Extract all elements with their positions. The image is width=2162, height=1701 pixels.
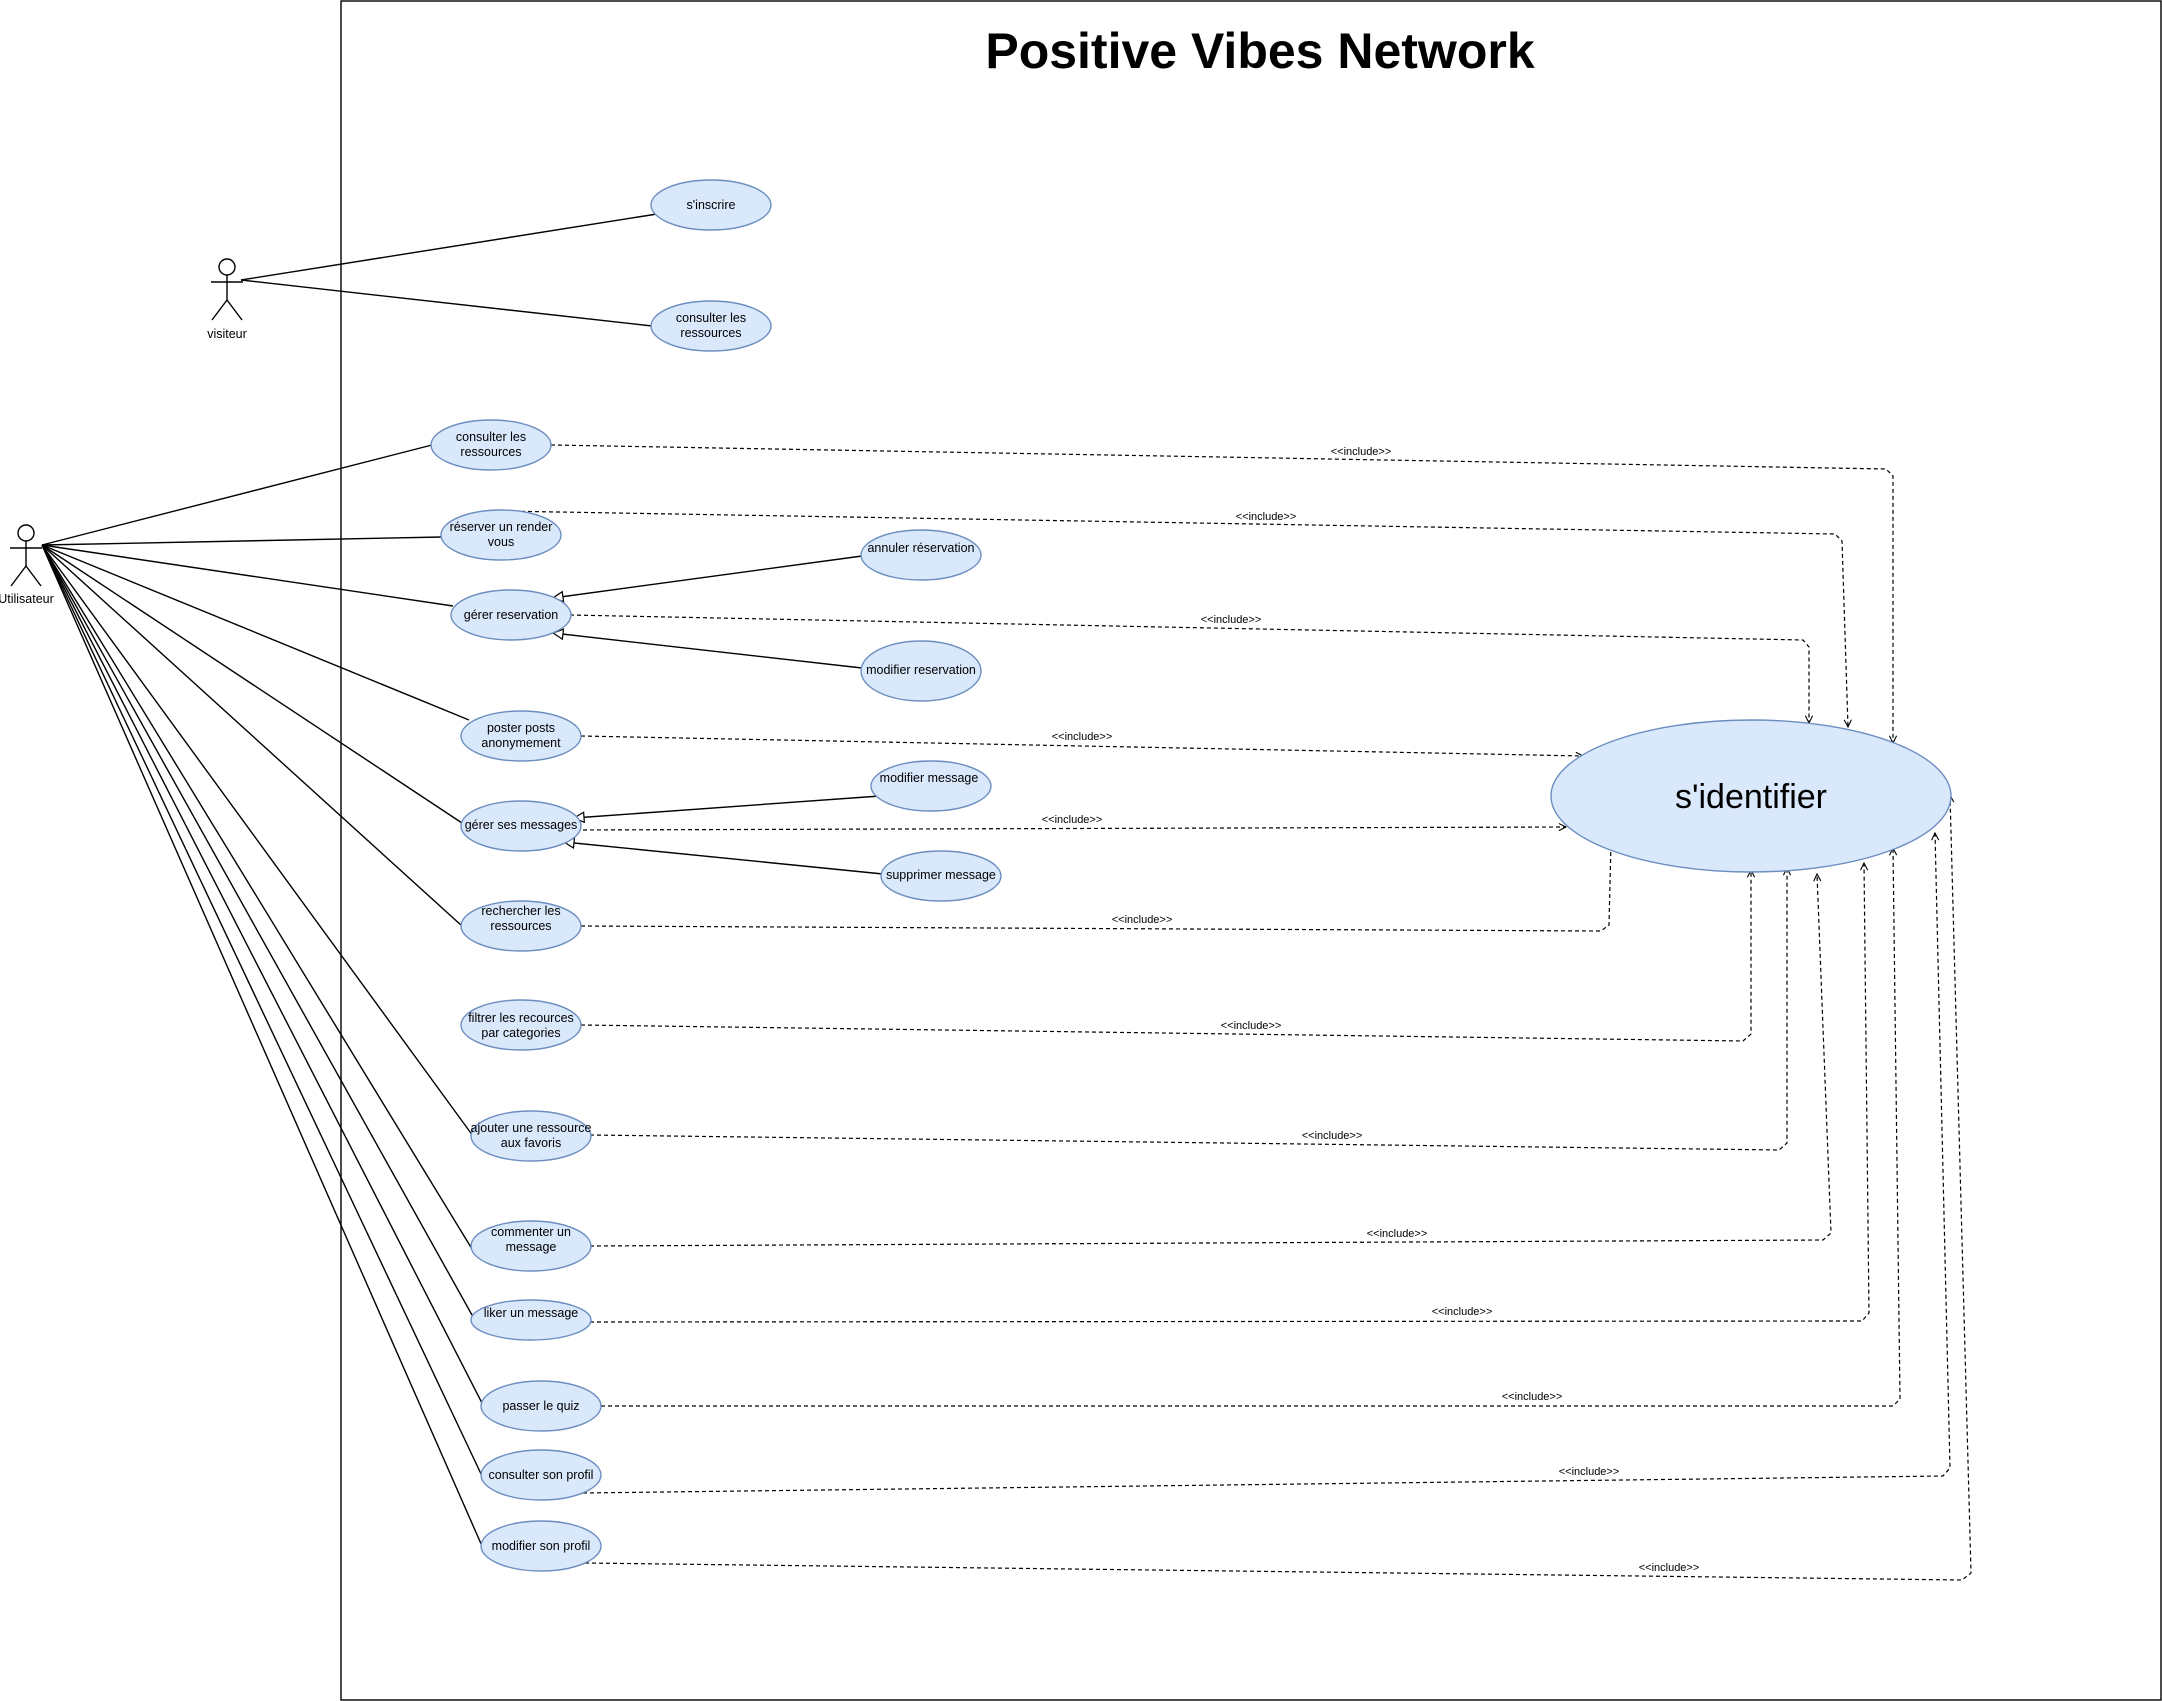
use-case-label: filtrer les recources xyxy=(468,1011,574,1025)
include-label: <<include>> xyxy=(1052,731,1113,743)
actor-label: visiteur xyxy=(207,327,247,341)
include-connectors xyxy=(499,444,1972,1581)
include-label: <<include>> xyxy=(1302,1130,1363,1142)
include-label: <<include>> xyxy=(1559,1466,1620,1478)
include-label: <<include>> xyxy=(1331,446,1392,458)
include-label: <<include>> xyxy=(1201,614,1262,626)
use-case-sinscrire[interactable]: s'inscrire xyxy=(650,179,772,231)
use-case-ajouter-favoris[interactable]: ajouter une ressource aux favoris xyxy=(470,1110,592,1162)
actor-utilisateur[interactable]: Utilisateur xyxy=(0,524,54,606)
use-case-label: anonymement xyxy=(481,736,561,750)
include-label: <<include>> xyxy=(1042,814,1103,826)
include-labels: <<include>> <<include>> <<include>> <<in… xyxy=(1042,446,1700,1574)
use-case-commenter-message[interactable]: commenter un message xyxy=(470,1220,592,1272)
use-case-label: passer le quiz xyxy=(502,1399,579,1413)
svg-text:gérer reservation: gérer reservation xyxy=(464,608,559,622)
include-label: <<include>> xyxy=(1112,914,1173,926)
svg-text:liker un message: liker un message xyxy=(484,1306,579,1320)
use-case-label: modifier message xyxy=(880,771,979,785)
use-case-gerer-reservation[interactable]: gérer reservation xyxy=(450,589,572,641)
use-case-label: rechercher les xyxy=(481,904,560,918)
svg-text:annuler réservation: annuler réservation xyxy=(867,541,974,555)
use-case-label: ajouter une ressource xyxy=(471,1121,592,1135)
use-case-label: supprimer message xyxy=(886,868,996,882)
use-case-modifier-reservation[interactable]: modifier reservation xyxy=(860,640,982,702)
use-case-rechercher-ressources[interactable]: rechercher les ressources xyxy=(460,900,582,952)
use-case-label: ressources xyxy=(490,919,551,933)
use-case-supprimer-message[interactable]: supprimer message xyxy=(880,850,1002,902)
use-case-liker-message[interactable]: liker un message xyxy=(470,1299,592,1341)
include-label: <<include>> xyxy=(1502,1391,1563,1403)
svg-text:gérer ses messages: gérer ses messages xyxy=(465,818,578,832)
use-case-label: annuler réservation xyxy=(867,541,974,555)
use-case-label: liker un message xyxy=(484,1306,579,1320)
association-line xyxy=(240,279,653,327)
use-case-label: s'identifier xyxy=(1675,778,1827,816)
use-case-label: modifier son profil xyxy=(492,1539,591,1553)
use-case-label: vous xyxy=(488,535,514,549)
svg-text:s'inscrire: s'inscrire xyxy=(687,198,736,212)
use-case-reserver[interactable]: réserver un render vous xyxy=(440,509,562,561)
use-case-passer-quiz[interactable]: passer le quiz xyxy=(480,1380,602,1432)
use-case-label: ressources xyxy=(460,445,521,459)
sub-usecase-arrows xyxy=(553,555,884,875)
actor-label: Utilisateur xyxy=(0,592,54,606)
use-case-gerer-messages[interactable]: gérer ses messages xyxy=(460,800,582,852)
use-case-label: consulter les xyxy=(676,311,746,325)
use-case-label: message xyxy=(506,1240,557,1254)
use-case-label: ressources xyxy=(680,326,741,340)
svg-text:modifier son profil: modifier son profil xyxy=(492,1539,591,1553)
use-case-poster-posts[interactable]: poster posts anonymement xyxy=(460,710,582,762)
svg-text:s'identifier: s'identifier xyxy=(1675,778,1827,816)
use-case-label: modifier reservation xyxy=(866,663,976,677)
use-case-modifier-message[interactable]: modifier message xyxy=(870,760,992,812)
use-case-consulter-ressources[interactable]: consulter les ressources xyxy=(430,419,552,471)
use-case-label: aux favoris xyxy=(501,1136,561,1150)
use-case-sidentifier[interactable]: s'identifier xyxy=(1550,719,1952,873)
use-case-label: gérer ses messages xyxy=(465,818,578,832)
use-case-consulter-profil[interactable]: consulter son profil xyxy=(480,1449,602,1501)
use-case-label: gérer reservation xyxy=(464,608,559,622)
include-label: <<include>> xyxy=(1236,511,1297,523)
actor-visiteur[interactable]: visiteur xyxy=(207,258,247,341)
use-case-annuler-reservation[interactable]: annuler réservation xyxy=(860,529,982,581)
svg-text:consulter son profil: consulter son profil xyxy=(489,1468,594,1482)
use-case-label: par categories xyxy=(481,1026,560,1040)
svg-text:supprimer message: supprimer message xyxy=(886,868,996,882)
use-case-label: consulter son profil xyxy=(489,1468,594,1482)
svg-text:passer le quiz: passer le quiz xyxy=(502,1399,579,1413)
use-case-label: commenter un xyxy=(491,1225,571,1239)
use-case-label: réserver un render xyxy=(450,520,553,534)
use-case-modifier-profil[interactable]: modifier son profil xyxy=(480,1520,602,1572)
include-label: <<include>> xyxy=(1221,1020,1282,1032)
include-label: <<include>> xyxy=(1432,1306,1493,1318)
svg-text:modifier message: modifier message xyxy=(880,771,979,785)
include-label: <<include>> xyxy=(1639,1562,1700,1574)
use-case-consulter-ressources-visiteur[interactable]: consulter les ressources xyxy=(650,300,772,352)
svg-text:modifier reservation: modifier reservation xyxy=(866,663,976,677)
association-line xyxy=(240,213,658,281)
use-case-label: consulter les xyxy=(456,430,526,444)
use-case-label: s'inscrire xyxy=(687,198,736,212)
use-case-label: poster posts xyxy=(487,721,555,735)
use-case-filtrer-ressources[interactable]: filtrer les recources par categories xyxy=(460,999,582,1051)
utilisateur-associations xyxy=(41,444,484,1547)
include-label: <<include>> xyxy=(1367,1228,1428,1240)
system-title: Positive Vibes Network xyxy=(985,23,1534,79)
